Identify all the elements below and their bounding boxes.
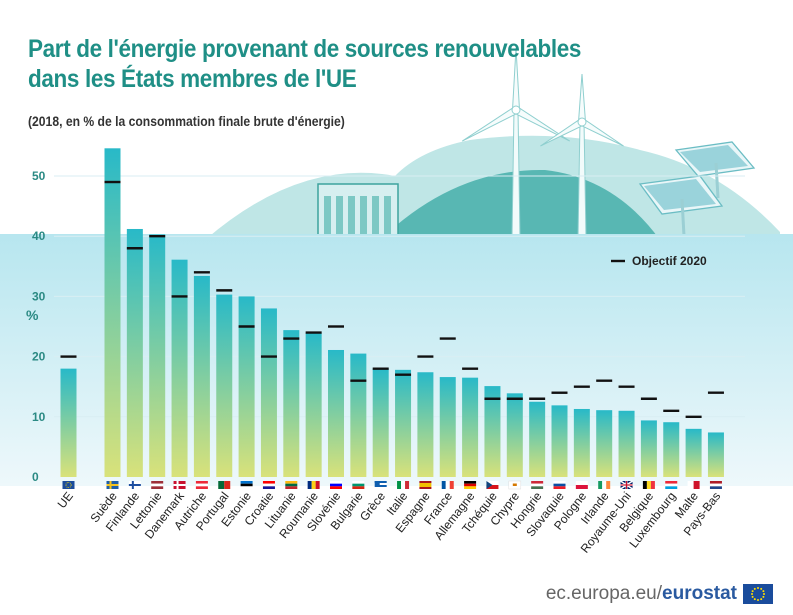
bar [171, 259, 188, 477]
y-tick-label: 20 [32, 350, 46, 364]
x-tick-label: UE [55, 489, 76, 511]
bar [484, 386, 501, 477]
bar [216, 294, 233, 477]
bar [60, 368, 77, 477]
flag-icon [486, 481, 499, 489]
flag-icon [531, 481, 544, 489]
bar [305, 333, 322, 477]
solar-panel-icon [638, 175, 724, 237]
y-tick-label: 50 [32, 169, 46, 183]
bar [328, 349, 344, 477]
target-marks-group [60, 180, 724, 418]
flag-icon [240, 481, 253, 489]
bar [551, 405, 568, 477]
flag-icon [687, 481, 700, 489]
footer-source: ec.europa.eu/eurostat [546, 583, 773, 605]
y-tick-label: 30 [32, 289, 46, 303]
bars-group [60, 148, 724, 478]
source-brand: eurostat [662, 583, 737, 604]
bar [573, 408, 590, 477]
flag-icon [262, 481, 275, 489]
flag-icon [464, 481, 477, 489]
bar [149, 234, 166, 477]
chart-title-line1: Part de l'énergie provenant de sources r… [28, 35, 582, 63]
bar [707, 432, 724, 477]
flag-icon [397, 481, 410, 489]
bar [663, 422, 680, 477]
chart-title: Part de l'énergie provenant de sources r… [28, 34, 581, 94]
bar [126, 228, 143, 477]
flag-icon [285, 481, 298, 489]
flag-icon [352, 481, 365, 489]
flag-icon [598, 481, 611, 489]
y-tick-label: 0 [32, 470, 39, 484]
bar [506, 393, 523, 477]
bar [372, 368, 389, 477]
flag-icon [62, 481, 75, 489]
y-axis-label: % [26, 307, 39, 323]
flag-icon [307, 481, 320, 489]
bar [417, 372, 434, 477]
legend: Objectif 2020 [611, 254, 707, 268]
bar [640, 420, 657, 477]
flag-icon [508, 480, 522, 490]
flag-icon [151, 481, 164, 489]
bar [260, 308, 277, 477]
y-tick-label: 40 [32, 229, 46, 243]
bar [439, 377, 456, 477]
y-tick-label: 10 [32, 410, 46, 424]
chart-subtitle: (2018, en % de la consommation finale br… [28, 114, 345, 129]
background-hill-front [380, 169, 660, 240]
bar [395, 369, 412, 477]
source-domain: ec.europa.eu/ [545, 583, 663, 604]
flag-icon [665, 481, 678, 489]
flag-icon [195, 481, 208, 489]
flag-icon [218, 481, 231, 489]
dam-icon [317, 183, 399, 239]
bar [596, 410, 613, 477]
bar [193, 275, 210, 477]
flag-icon [441, 481, 454, 489]
bar [283, 330, 300, 477]
bar [104, 148, 121, 478]
flag-icon [128, 481, 141, 489]
flag-icon [106, 481, 119, 489]
legend-label: Objectif 2020 [632, 254, 707, 268]
flags-group [62, 480, 722, 490]
flag-icon [642, 481, 655, 489]
chart-title-line2: dans les États membres de l'UE [28, 65, 357, 93]
eu-flag-icon [743, 584, 773, 604]
flag-icon [553, 481, 566, 489]
flag-icon [419, 481, 432, 489]
flag-icon [173, 481, 186, 489]
x-tick-labels: UE SuèdeFinlandeLettonieDanemarkAutricheP… [55, 488, 724, 555]
solar-panel-icon [674, 141, 756, 199]
x-tick-label: Grèce [357, 489, 388, 524]
flag-icon [575, 481, 588, 489]
flag-icon [709, 481, 722, 489]
bar [238, 296, 255, 477]
flag-icon [620, 480, 633, 490]
bar [529, 401, 546, 477]
source-domain-text: ec.europa.eu/eurostat [546, 583, 737, 605]
flag-icon [374, 481, 387, 489]
y-tick-labels: 0 10 20 30 40 50 [32, 169, 46, 484]
bar [685, 428, 702, 477]
bar [462, 377, 479, 477]
flag-icon [330, 481, 342, 489]
bar [618, 410, 635, 477]
bar [350, 353, 367, 477]
